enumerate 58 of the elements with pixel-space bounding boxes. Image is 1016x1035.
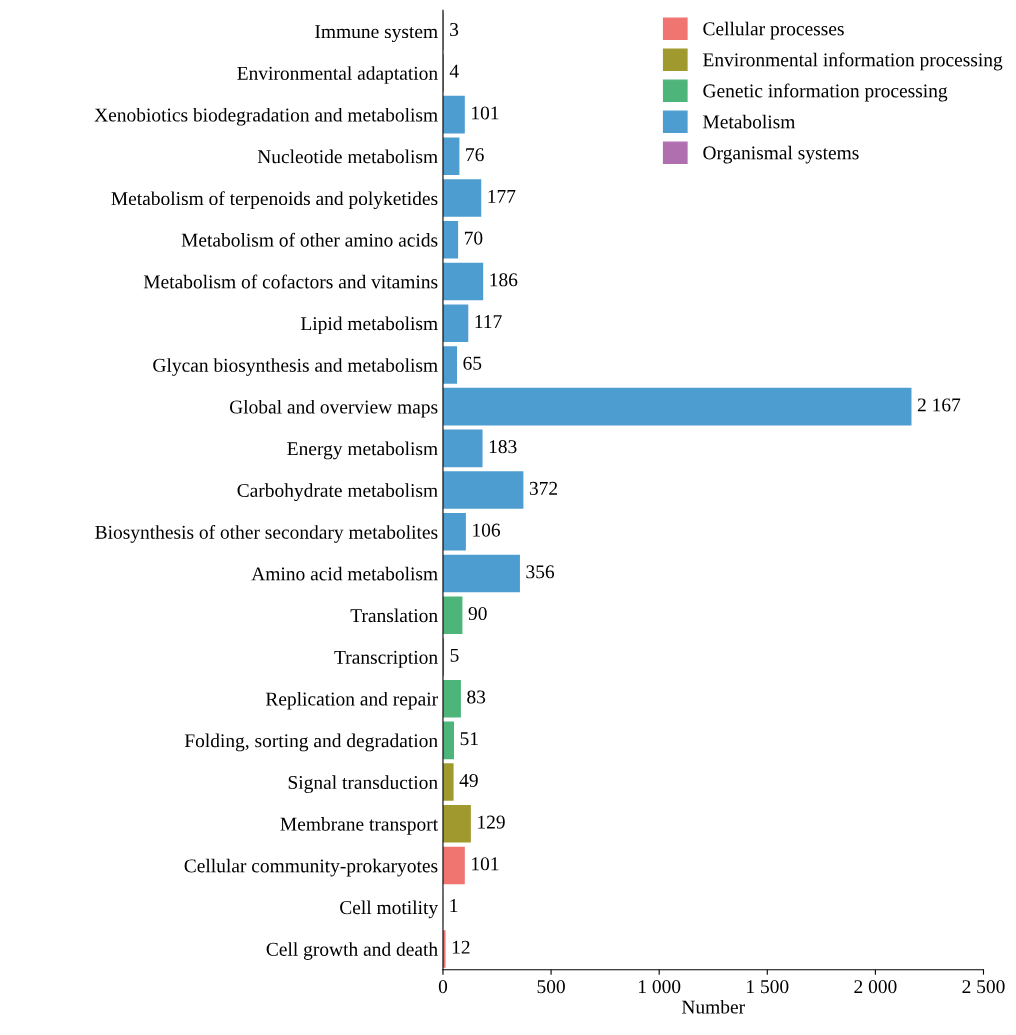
data-label: 117 xyxy=(475,315,502,328)
data-label: 76 xyxy=(466,148,484,162)
y-tick-label: Lipid metabolism xyxy=(300,316,438,335)
data-label: 2 167 xyxy=(917,398,961,412)
y-tick-label: Metabolism of terpenoids and polyketides xyxy=(111,191,438,210)
y-tick-label: Environmental adaptation xyxy=(237,66,438,84)
data-label: 12 xyxy=(452,940,470,954)
data-label: 65 xyxy=(463,356,482,370)
legend-label: Environmental information processing xyxy=(703,52,1003,71)
data-label: 70 xyxy=(464,231,483,245)
y-tick-label: Cellular community-prokaryotes xyxy=(184,858,438,877)
data-label: 101 xyxy=(472,106,499,120)
y-tick-label: Metabolism of other amino acids xyxy=(181,232,438,247)
y-tick-label: Energy metabolism xyxy=(287,441,438,460)
y-tick-label: Transcription xyxy=(334,650,438,668)
y-tick-label: Carbohydrate metabolism xyxy=(237,483,438,502)
y-tick-label: Amino acid metabolism xyxy=(251,566,438,581)
y-tick-label: Glycan biosynthesis and metabolism xyxy=(153,358,438,376)
data-label: 83 xyxy=(467,690,486,704)
x-tick-label: 1 500 xyxy=(747,980,789,994)
y-tick-label: Signal transduction xyxy=(288,775,438,794)
legend-label: Cellular processes xyxy=(703,21,844,40)
y-tick-label: Nucleotide metabolism xyxy=(257,149,438,164)
data-label: 129 xyxy=(478,815,505,829)
data-label: 51 xyxy=(460,732,478,746)
data-label: 3 xyxy=(450,23,459,37)
y-tick-label: Translation xyxy=(350,608,438,623)
x-tick-label: 500 xyxy=(537,980,565,994)
data-label: 1 xyxy=(450,899,458,912)
x-tick-label: 1 000 xyxy=(639,980,681,994)
data-label: 4 xyxy=(449,64,459,78)
legend-label: Organismal systems xyxy=(703,145,859,164)
y-tick-label: Cell growth and death xyxy=(266,942,438,960)
y-tick-label: Global and overview maps xyxy=(229,399,438,418)
x-tick-label: 2 000 xyxy=(854,980,897,994)
legend-label: Genetic information processing xyxy=(703,83,948,102)
x-tick-label: 0 xyxy=(438,980,448,994)
data-label: 49 xyxy=(459,773,478,787)
y-tick-label: Immune system xyxy=(315,25,438,43)
data-label: 372 xyxy=(529,481,558,495)
data-label: 183 xyxy=(489,440,517,454)
data-label: 90 xyxy=(468,606,487,621)
data-label: 356 xyxy=(526,565,555,579)
data-label: 177 xyxy=(488,189,516,203)
y-tick-label: Biosynthesis of other secondary metabolites xyxy=(95,524,438,543)
data-label: 106 xyxy=(473,523,501,537)
legend-label: Metabolism xyxy=(703,114,796,129)
data-label: 5 xyxy=(450,648,459,662)
y-tick-label: Metabolism of cofactors and vitamins xyxy=(143,274,438,289)
data-label: 186 xyxy=(490,273,518,287)
y-tick-label: Folding, sorting and degradation xyxy=(184,733,438,752)
y-tick-label: Membrane transport xyxy=(280,817,438,835)
y-tick-label: Xenobiotics biodegradation and metabolism xyxy=(94,107,438,126)
y-tick-label: Cell motility xyxy=(340,900,439,919)
x-axis-title: Number xyxy=(681,999,745,1014)
data-label: 101 xyxy=(472,857,499,871)
x-tick-label: 2 500 xyxy=(962,980,1005,994)
y-tick-label: Replication and repair xyxy=(265,691,438,710)
